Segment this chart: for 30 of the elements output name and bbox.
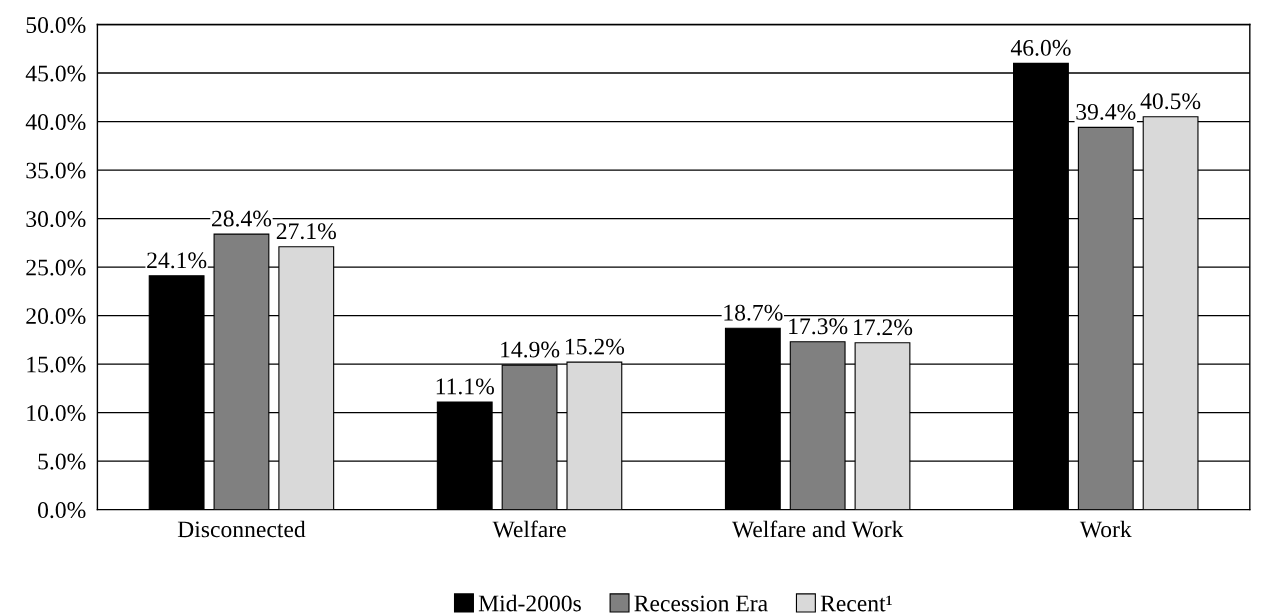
data-label: 11.1% — [436, 378, 494, 395]
y-tick-label: 10.0% — [27, 405, 86, 422]
x-tick-label: Welfare and Work — [731, 520, 904, 538]
data-label: 46.0% — [1010, 39, 1071, 56]
y-tick-label: 15.0% — [27, 356, 86, 373]
x-tick-label: Work — [1079, 520, 1132, 538]
data-label: 14.9% — [501, 341, 560, 358]
data-label: 15.2% — [565, 338, 625, 355]
y-tick-label: 50.0% — [26, 17, 86, 34]
y-tick-label: 0.0% — [38, 502, 86, 519]
y-tick-label: 5.0% — [38, 453, 86, 470]
y-tick-label: 40.0% — [25, 114, 86, 131]
y-tick-label: 30.0% — [26, 211, 86, 228]
data-label: 28.4% — [212, 210, 272, 227]
x-tick-label: Disconnected — [177, 520, 306, 538]
data-label: 18.7% — [724, 304, 783, 321]
legend-label: Mid-2000s — [478, 594, 581, 612]
data-label: 17.3% — [789, 318, 848, 335]
legend-label: Recent¹ — [820, 595, 892, 612]
y-tick-label: 35.0% — [26, 162, 86, 179]
data-label: 39.4% — [1076, 103, 1136, 120]
data-label: 40.5% — [1140, 93, 1201, 110]
y-tick-label: 45.0% — [25, 65, 86, 82]
legend-label: Recession Era — [634, 595, 768, 612]
data-label: 17.2% — [854, 319, 913, 336]
y-tick-label: 20.0% — [26, 308, 86, 325]
y-tick-label: 25.0% — [26, 259, 86, 276]
data-label: 24.1% — [147, 252, 207, 269]
x-tick-label: Welfare — [492, 520, 566, 538]
data-label: 27.1% — [276, 223, 336, 240]
